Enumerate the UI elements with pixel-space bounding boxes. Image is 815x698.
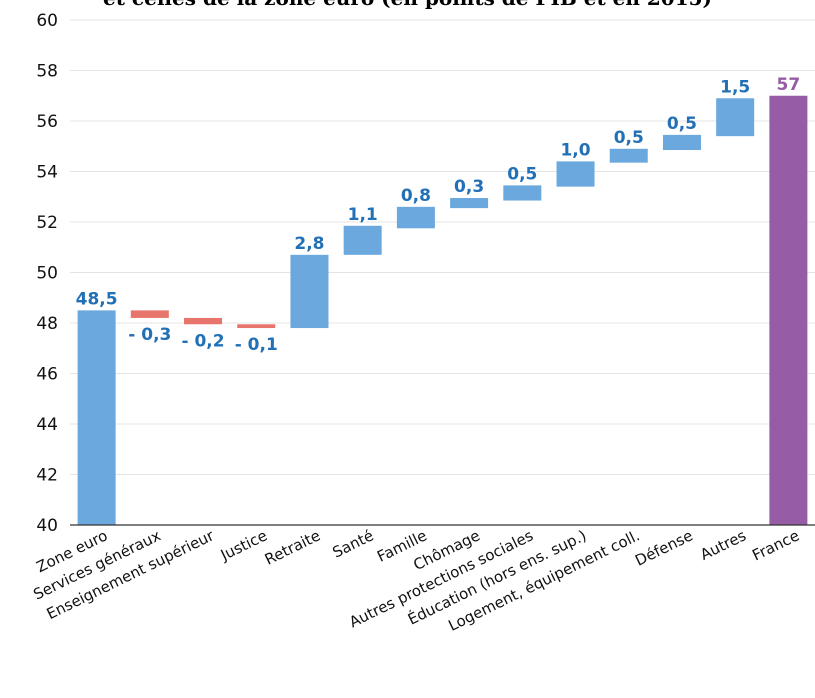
bar — [609, 148, 648, 163]
data-label: - 0,1 — [235, 335, 278, 355]
data-label: 0,5 — [614, 128, 644, 148]
x-tick-label: Retraite — [262, 526, 323, 568]
bar — [184, 317, 223, 325]
y-tick-label: 40 — [36, 516, 58, 536]
data-label: 0,5 — [507, 164, 537, 184]
y-tick-label: 52 — [36, 213, 58, 233]
x-tick-label: Défense — [632, 526, 695, 569]
data-label: 0,8 — [401, 186, 431, 206]
data-label: 1,5 — [720, 77, 750, 97]
x-tick-label: Autres — [697, 526, 749, 564]
bar — [450, 198, 489, 209]
y-tick-label: 46 — [36, 365, 58, 385]
data-label: - 0,3 — [128, 325, 171, 345]
y-tick-label: 44 — [36, 415, 58, 435]
y-tick-label: 48 — [36, 314, 58, 334]
bar — [290, 254, 329, 329]
y-tick-label: 54 — [36, 163, 58, 183]
chart-title: et celles de la zone euro (en points de … — [0, 0, 815, 10]
y-tick-label: 60 — [36, 11, 58, 31]
y-tick-label: 58 — [36, 62, 58, 82]
bar — [662, 134, 701, 151]
bar — [130, 310, 169, 318]
data-label: 0,3 — [454, 177, 484, 197]
data-label: - 0,2 — [181, 331, 224, 351]
bar — [237, 324, 276, 329]
x-tick-label: Santé — [330, 526, 377, 561]
bar — [769, 95, 808, 525]
x-tick-label: France — [749, 526, 802, 564]
data-label: 57 — [777, 75, 801, 95]
bar — [396, 206, 435, 229]
data-label: 1,0 — [560, 140, 590, 160]
bar — [556, 161, 595, 187]
bar — [77, 310, 116, 525]
y-tick-label: 56 — [36, 112, 58, 132]
bar — [716, 98, 755, 137]
data-label: 1,1 — [348, 205, 378, 225]
data-label: 48,5 — [76, 289, 118, 309]
data-label: 0,5 — [667, 114, 697, 134]
bar — [503, 185, 542, 201]
y-tick-label: 42 — [36, 466, 58, 486]
x-tick-label: Justice — [217, 526, 270, 564]
y-tick-label: 50 — [36, 264, 58, 284]
bar — [343, 225, 382, 255]
data-label: 2,8 — [294, 234, 324, 254]
